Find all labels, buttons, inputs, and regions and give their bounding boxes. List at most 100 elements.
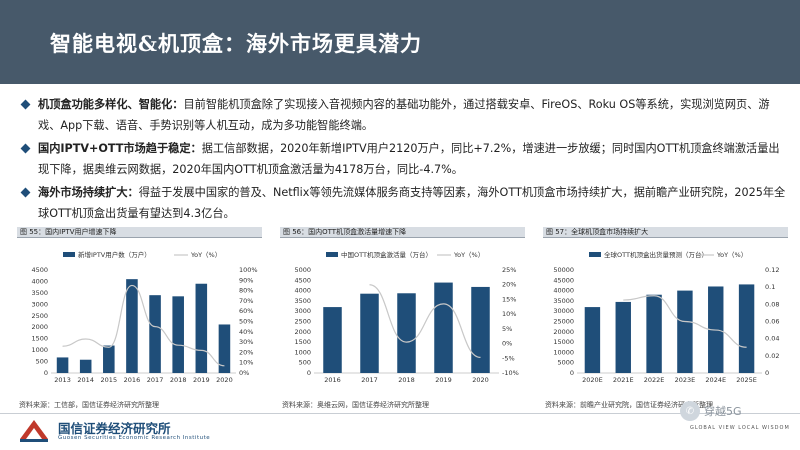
x-tick-label: 2018 [170, 376, 187, 384]
bullet-diamond-icon [20, 143, 31, 154]
x-tick-label: 2016 [124, 376, 141, 384]
bar [677, 290, 693, 373]
page-title: 智能电视&机顶盒：海外市场更具潜力 [50, 31, 422, 56]
y2-tick-label: 90% [239, 276, 253, 284]
y-tick-label: 0 [307, 369, 311, 377]
y2-tick-label: 50% [239, 318, 253, 326]
bar [471, 286, 490, 373]
y-tick-label: 1500 [294, 338, 311, 346]
y-tick-label: 20000 [553, 328, 574, 336]
bullet-text: 据工信部数据，2020年新增IPTV用户2120万户，同比+7.2%，增速进一步… [38, 142, 780, 176]
y2-tick-label: 15% [502, 295, 516, 303]
bullet-lead: 国内IPTV+OTT市场趋于稳定： [38, 142, 202, 155]
y2-tick-label: 0.04 [765, 335, 779, 343]
y2-tick-label: 5% [502, 325, 512, 333]
y2-tick-label: 0 [765, 369, 769, 377]
y-tick-label: 3000 [294, 307, 311, 315]
bar [360, 293, 379, 373]
bar [79, 359, 92, 373]
bullet-text: 得益于发展中国家的普及、Netflix等领先流媒体服务商支持等因素，海外OTT机… [38, 186, 786, 220]
y2-tick-label: 0.1 [765, 283, 775, 291]
y-tick-label: 2500 [294, 318, 311, 326]
bullet-item-2: 国内IPTV+OTT市场趋于稳定：据工信部数据，2020年新增IPTV用户212… [18, 138, 788, 180]
y-tick-label: 15000 [553, 338, 574, 346]
watermark-text: 穿越5G [704, 405, 742, 418]
y2-tick-label: 80% [239, 287, 253, 295]
bullet-diamond-icon [20, 187, 31, 198]
legend-label: 中国OTT机顶盒激活量（万台） [341, 250, 432, 259]
org-name-en: Guosen Securities Economic Research Inst… [58, 435, 211, 441]
bullet-lead: 机顶盒功能多样化、智能化： [38, 98, 184, 111]
y-tick-label: 0 [44, 369, 48, 377]
x-tick-label: 2016 [324, 376, 341, 384]
legend-label: 全球OTT机顶盒出货量预测（万台） [604, 250, 708, 259]
y-tick-label: 50000 [553, 266, 574, 274]
bar [103, 345, 115, 373]
x-tick-label: 2023E [675, 376, 696, 384]
footer-divider [0, 413, 800, 414]
chart-source: 资料来源：工信部，国信证券经济研究所整理 [19, 401, 159, 409]
bullet-list: 机顶盒功能多样化、智能化：目前智能机顶盒除了实现接入音视频内容的基础功能外，通过… [18, 94, 788, 226]
yoy-line [62, 284, 225, 367]
legend-label: YoY（%） [716, 251, 747, 259]
chart-source: 资料来源：前瞻产业研究院，国信证券经济研究所整理 [545, 401, 713, 409]
y2-tick-label: 0.02 [765, 352, 779, 360]
y-tick-label: 10000 [553, 348, 574, 356]
chart-heading: 图 56：国内OTT机顶盒激活量增速下降 [280, 227, 525, 238]
y-tick-label: 2500 [31, 312, 48, 320]
y-tick-label: 4000 [294, 287, 311, 295]
legend-label: YoY（%） [453, 251, 484, 259]
chart-56-svg: 中国OTT机顶盒激活量（万台） YoY（%） 0 500 1000 1500 2000 250… [294, 250, 518, 384]
x-tick-label: 2024E [705, 376, 726, 384]
y-tick-label: 2000 [294, 328, 311, 336]
y2-tick-label: 60% [239, 307, 253, 315]
y2-tick-label: 0% [239, 369, 249, 377]
chart-57: 图 57：全球机顶盒市场持续扩大 全球OTT机顶盒出货量预测（万台） YoY（%）… [543, 227, 788, 389]
y-tick-label: 500 [36, 358, 48, 366]
bar [126, 279, 138, 373]
x-tick-label: 2015 [101, 376, 118, 384]
y-tick-label: 4000 [31, 277, 48, 285]
y-tick-label: 1000 [31, 346, 48, 354]
y2-tick-label: 20% [239, 348, 253, 356]
y2-tick-label: 20% [502, 281, 516, 289]
y-tick-label: 3500 [31, 289, 48, 297]
bar [172, 296, 184, 373]
y2-tick-label: 30% [239, 338, 253, 346]
org-name: 国信证券经济研究所 [58, 421, 171, 436]
x-tick-label: 2022E [644, 376, 665, 384]
yoy-line [369, 284, 481, 359]
bar [434, 282, 453, 373]
chart-57-svg: 全球OTT机顶盒出货量预测（万台） YoY（%） 0 5000 10000 15000 20… [553, 250, 779, 384]
bar [218, 324, 231, 373]
x-tick-label: 2019 [193, 376, 210, 384]
x-tick-label: 2017 [147, 376, 164, 384]
x-tick-label: 2020 [472, 376, 489, 384]
y-tick-label: 2000 [31, 323, 48, 331]
y2-tick-label: 70% [239, 297, 253, 305]
chart-heading: 图 55：国内IPTV用户增速下降 [17, 227, 262, 238]
y-tick-label: 40000 [553, 287, 574, 295]
legend-swatch-bar [326, 252, 338, 257]
x-tick-label: 2020 [216, 376, 233, 384]
bullet-text: 目前智能机顶盒除了实现接入音视频内容的基础功能外，通过搭载安卓、FireOS、R… [38, 98, 770, 132]
y2-tick-label: 0.12 [765, 266, 779, 274]
bar [584, 307, 601, 373]
y2-tick-label: 0.08 [765, 300, 779, 308]
y2-tick-label: -5% [502, 354, 515, 362]
bullet-diamond-icon [20, 99, 31, 110]
legend-swatch-bar [63, 252, 75, 257]
x-tick-label: 2019 [435, 376, 452, 384]
title-bar: 智能电视&机顶盒：海外市场更具潜力 [0, 0, 800, 84]
y-tick-label: 1000 [294, 348, 311, 356]
y-tick-label: 30000 [553, 307, 574, 315]
x-tick-label: 2017 [361, 376, 378, 384]
chart-55: 图 55：国内IPTV用户增速下降 新增IPTV用户数（万户） YoY（%） 0 50… [17, 227, 262, 389]
y-tick-label: 3000 [31, 300, 48, 308]
y-tick-label: 5000 [557, 359, 574, 367]
legend-swatch-bar [589, 252, 601, 257]
bar [738, 284, 755, 373]
chart-55-svg: 新增IPTV用户数（万户） YoY（%） 0 500 1000 1500 2000 2500 3… [31, 250, 257, 384]
bullet-item-3: 海外市场持续扩大：得益于发展中国家的普及、Netflix等领先流媒体服务商支持等… [18, 182, 788, 224]
slogan: GLOBAL VIEW LOCAL WISDOM [690, 425, 790, 431]
